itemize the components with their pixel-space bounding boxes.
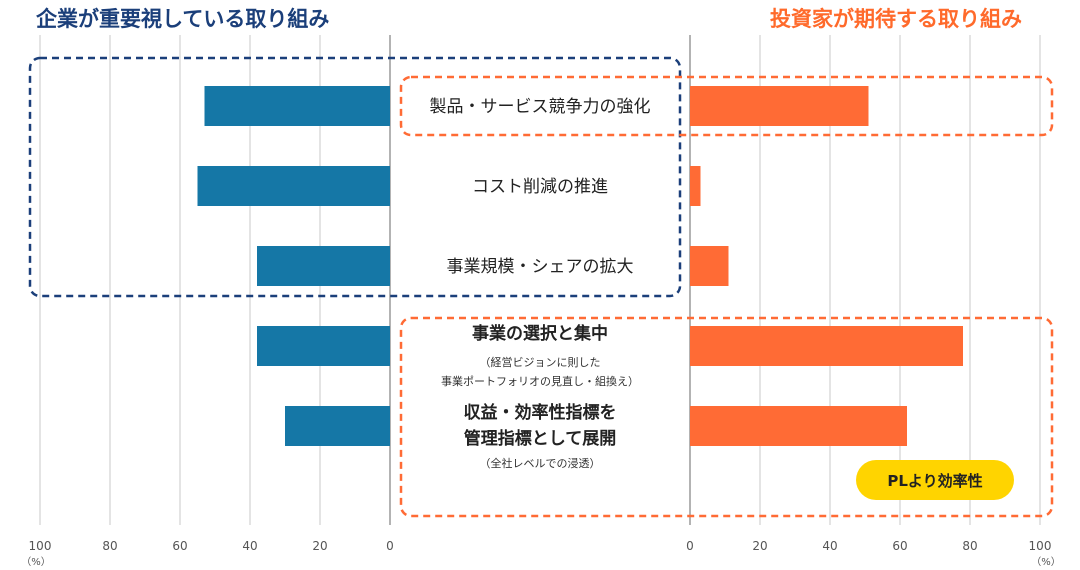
right-tick-label: 0 [686,539,694,553]
axis-ticks: 100 80 60 40 20 0 0 20 40 60 80 100 （%） （%） [21,539,1061,568]
category-label: 管理指標として展開 [464,428,617,449]
right-bar [690,246,729,286]
right-tick-label: 20 [752,539,767,553]
left-tick-label: 60 [172,539,187,553]
left-tick-label: 0 [386,539,394,553]
left-bar [257,246,390,286]
left-chart-title: 企業が重要視している取り組み [35,7,329,31]
badge-label: PLより効率性 [887,472,982,490]
investor-focus-frame-top [399,75,1054,137]
bar-group [197,86,963,446]
right-chart-title: 投資家が期待する取り組み [770,7,1022,31]
left-bar [197,166,390,206]
category-labels: 製品・サービス競争力の強化コスト削減の推進事業規模・シェアの拡大事業の選択と集中… [430,97,651,470]
left-bar [257,326,390,366]
investor-focus-frame-bottom [399,316,1054,518]
right-tick-label: 60 [892,539,907,553]
category-note: （全社レベルでの浸透） [480,456,601,470]
left-bar [285,406,390,446]
company-focus-frame [28,56,682,298]
category-note: 事業ポートフォリオの見直し・組換え） [441,374,639,388]
left-tick-label: 20 [312,539,327,553]
left-bar [204,86,390,126]
right-bar [690,406,907,446]
highlight-frames [28,56,1054,518]
category-label: 事業の選択と集中 [472,323,608,344]
category-note: （経営ビジョンに則した [480,355,601,369]
left-tick-label: 80 [102,539,117,553]
left-tick-label: 100 [29,539,52,553]
left-axis-unit: （%） [21,556,51,568]
right-axis-unit: （%） [1031,556,1061,568]
right-bar [690,166,701,206]
right-tick-label: 40 [822,539,837,553]
category-label: 製品・サービス競争力の強化 [430,97,651,117]
right-tick-label: 80 [962,539,977,553]
left-tick-label: 40 [242,539,257,553]
right-tick-label: 100 [1029,539,1052,553]
right-bar [690,86,869,126]
category-label: 収益・効率性指標を [464,402,617,423]
right-bar [690,326,963,366]
badge-background [856,460,1014,500]
category-label: コスト削減の推進 [472,177,608,197]
category-label: 事業規模・シェアの拡大 [447,257,634,277]
efficiency-badge: PLより効率性 [856,460,1014,500]
